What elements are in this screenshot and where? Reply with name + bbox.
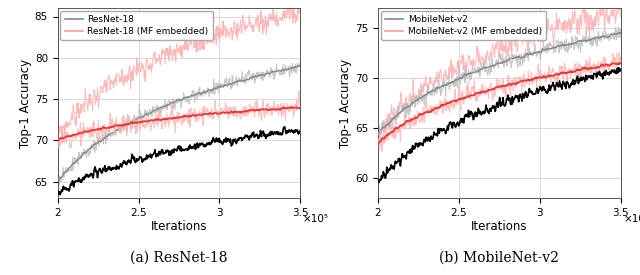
Legend: MobileNet-v2, MobileNet-v2 (MF embedded): MobileNet-v2, MobileNet-v2 (MF embedded) <box>381 11 547 40</box>
X-axis label: Iterations: Iterations <box>151 221 207 233</box>
Y-axis label: Top-1 Accuracy: Top-1 Accuracy <box>19 59 32 148</box>
X-axis label: Iterations: Iterations <box>471 221 527 233</box>
Y-axis label: Top-1 Accuracy: Top-1 Accuracy <box>339 59 352 148</box>
Text: (b) MobileNet-v2: (b) MobileNet-v2 <box>440 251 559 265</box>
Text: (a) ResNet-18: (a) ResNet-18 <box>130 251 228 265</box>
Text: ×10⁵: ×10⁵ <box>623 214 640 224</box>
Legend: ResNet-18, ResNet-18 (MF embedded): ResNet-18, ResNet-18 (MF embedded) <box>60 11 213 40</box>
Text: ×10⁵: ×10⁵ <box>303 214 329 224</box>
